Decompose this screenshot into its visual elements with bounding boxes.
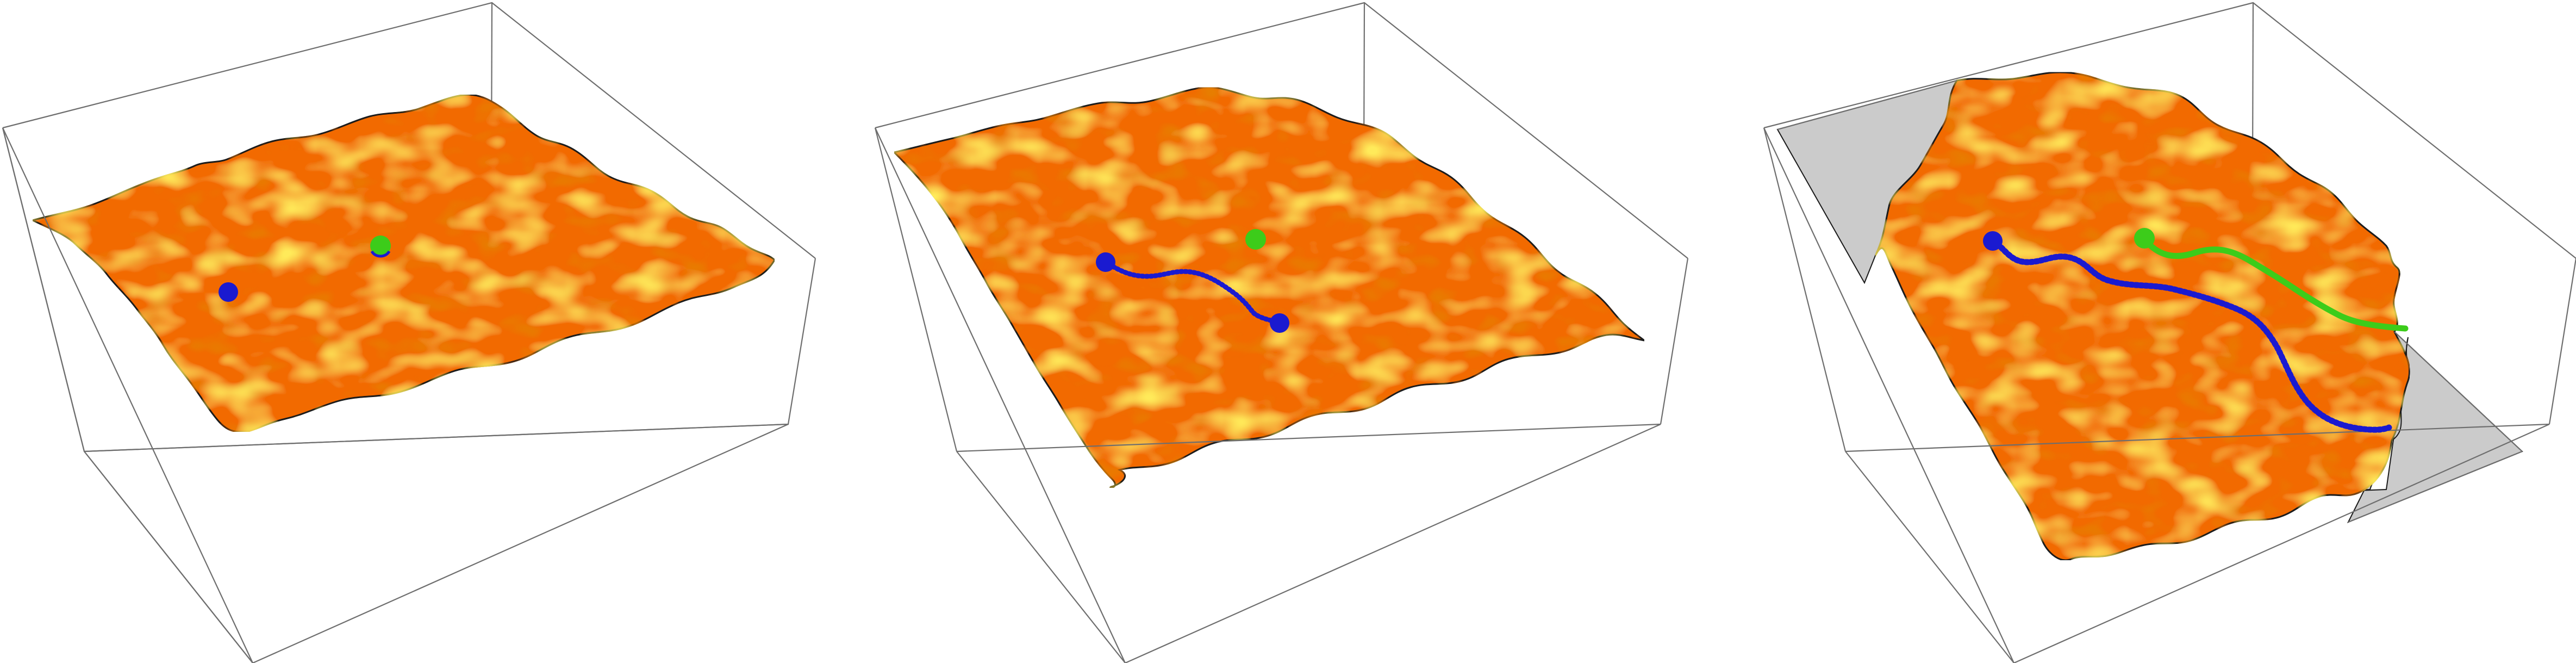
blue-dot-end [1270, 313, 1289, 333]
panel-1 [2, 2, 816, 663]
green-marker-dot [2134, 228, 2155, 249]
panel-2 [874, 2, 1689, 663]
green-marker-dot [1245, 229, 1266, 250]
orange-surface [893, 86, 1648, 489]
orange-surface [30, 94, 776, 433]
blue-marker-dot [1983, 231, 2003, 251]
green-dot-shadow [370, 250, 391, 258]
bounding-box-front [874, 127, 1689, 663]
blue-path [1991, 238, 2392, 433]
green-path [2141, 236, 2409, 332]
bounding-box-front [2, 127, 816, 663]
orange-surface [1874, 71, 2411, 561]
green-marker-dot [370, 236, 391, 256]
panel-3 [1763, 2, 2576, 663]
blue-dot-start [1096, 252, 1115, 272]
bounding-box-front [1763, 79, 2576, 663]
blue-marker-dot [219, 282, 238, 302]
blue-path [1103, 259, 1281, 325]
